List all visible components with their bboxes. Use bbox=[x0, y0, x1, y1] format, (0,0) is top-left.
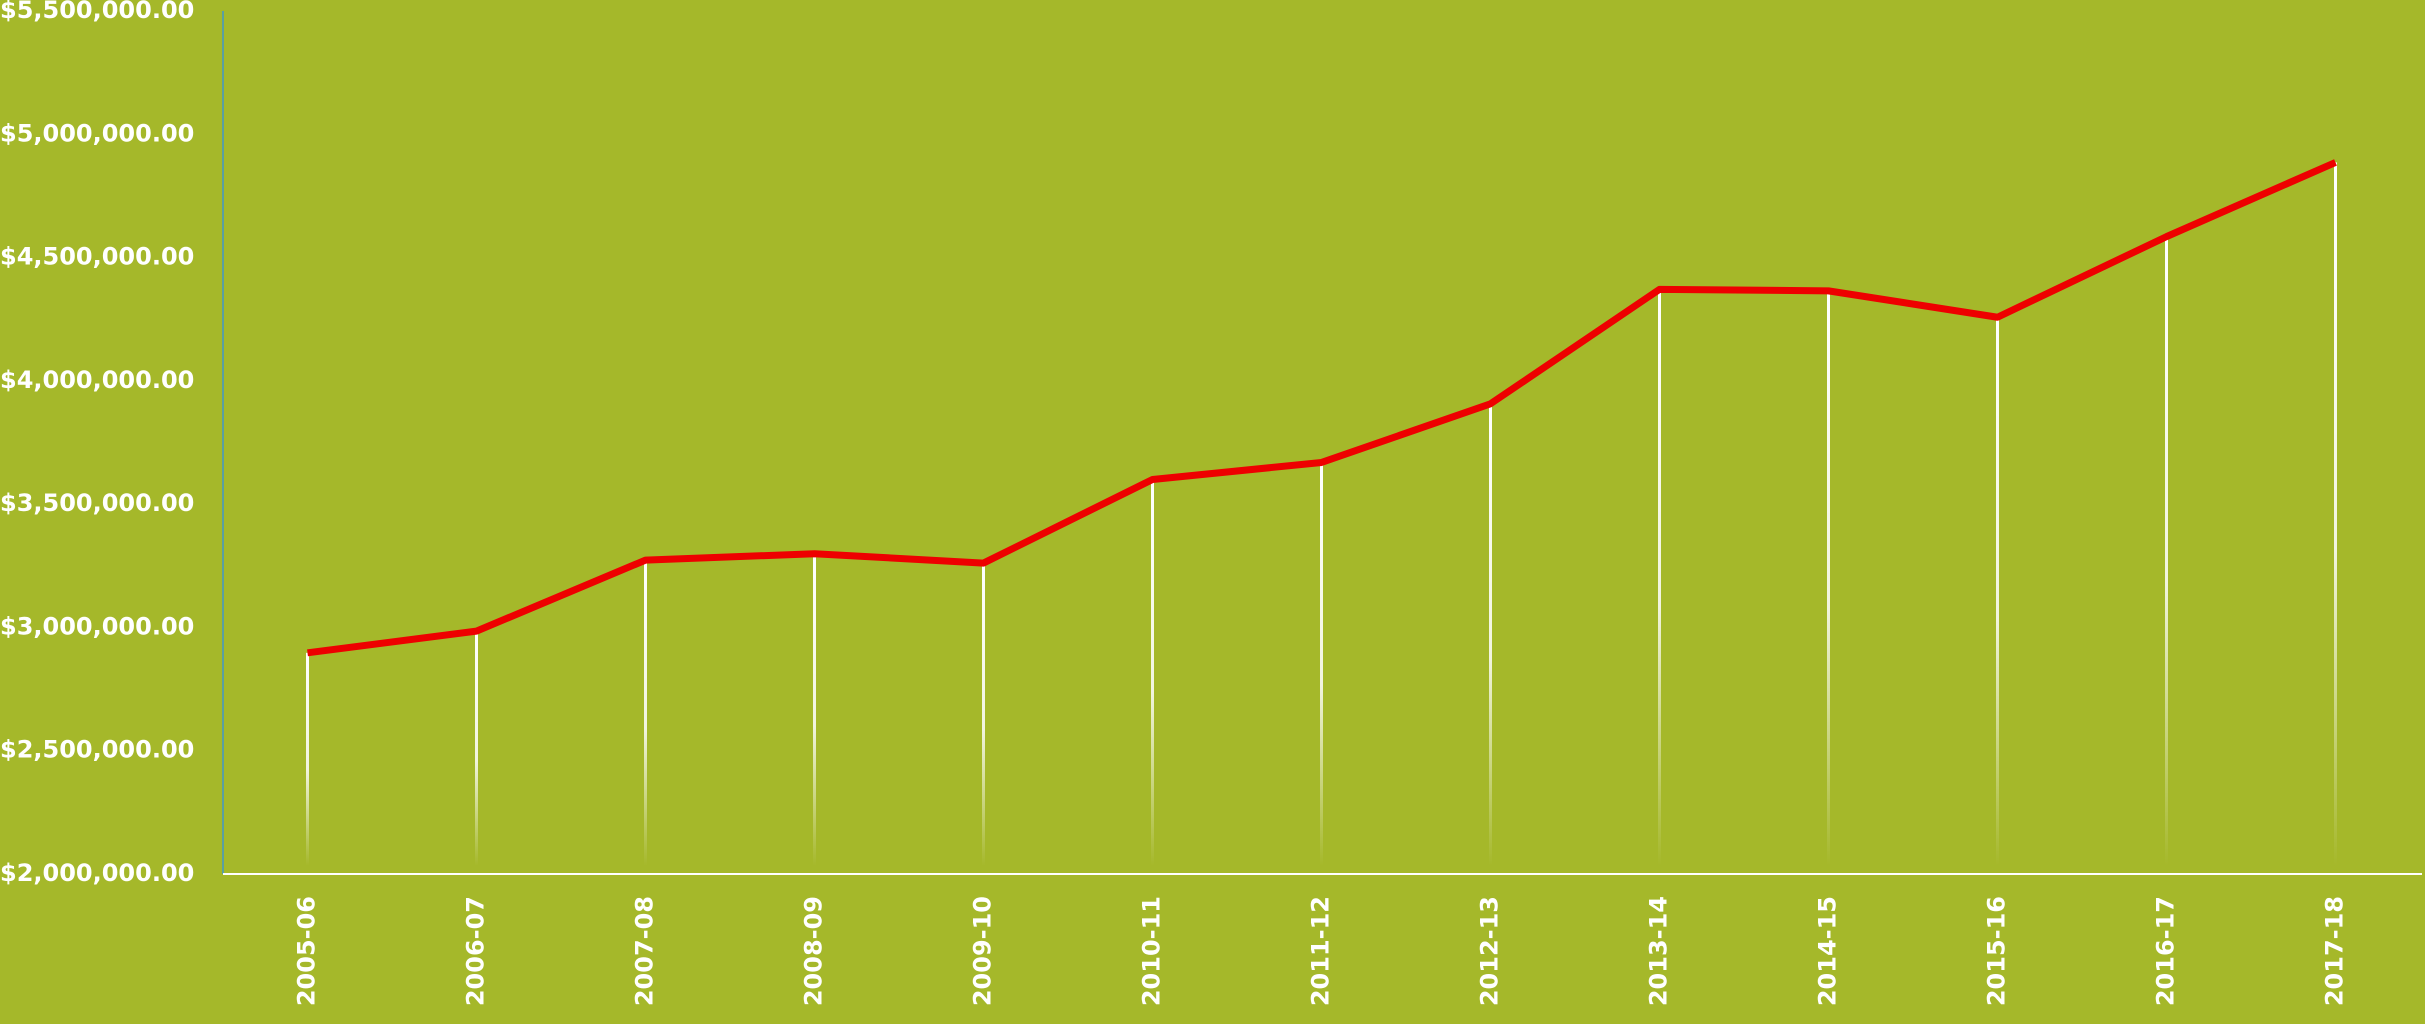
x-tick-label: 2015-16 bbox=[1983, 896, 2011, 1006]
x-tick-label: 2011-12 bbox=[1307, 896, 1335, 1006]
drop-line bbox=[2165, 236, 2168, 866]
drop-line bbox=[1320, 462, 1323, 866]
x-tick-label: 2005-06 bbox=[293, 896, 321, 1006]
x-tick-label: 2009-10 bbox=[969, 896, 997, 1006]
data-line bbox=[307, 159, 2337, 657]
drop-line bbox=[475, 631, 478, 866]
drop-line bbox=[982, 563, 985, 866]
x-tick-label: 2016-17 bbox=[2152, 896, 2180, 1006]
x-tick-label: 2006-07 bbox=[462, 896, 490, 1006]
y-tick-label: $4,500,000.00 bbox=[0, 243, 194, 271]
drop-line bbox=[1996, 317, 1999, 866]
drop-line bbox=[1151, 479, 1154, 866]
y-tick-label: $2,500,000.00 bbox=[0, 736, 194, 764]
x-tick-label: 2014-15 bbox=[1814, 896, 1842, 1006]
y-tick-label: $4,000,000.00 bbox=[0, 366, 194, 394]
y-tick-label: $5,500,000.00 bbox=[0, 0, 194, 24]
drop-line bbox=[813, 553, 816, 866]
x-tick-label: 2008-09 bbox=[800, 896, 828, 1006]
drop-line bbox=[306, 652, 309, 866]
drop-line bbox=[2334, 162, 2337, 867]
x-tick-label: 2007-08 bbox=[631, 896, 659, 1006]
x-tick-label: 2013-14 bbox=[1645, 896, 1673, 1006]
y-tick-label: $5,000,000.00 bbox=[0, 119, 194, 147]
drop-line bbox=[644, 560, 647, 866]
drop-line bbox=[1658, 289, 1661, 866]
x-tick-label: 2010-11 bbox=[1138, 896, 1166, 1006]
y-tick-label: $2,000,000.00 bbox=[0, 859, 194, 887]
drop-line bbox=[1827, 290, 1830, 866]
x-tick-label: 2012-13 bbox=[1476, 896, 1504, 1006]
x-tick-label: 2017-18 bbox=[2321, 896, 2349, 1006]
y-tick-label: $3,000,000.00 bbox=[0, 612, 194, 640]
drop-line bbox=[1489, 403, 1492, 866]
y-tick-label: $3,500,000.00 bbox=[0, 489, 194, 517]
